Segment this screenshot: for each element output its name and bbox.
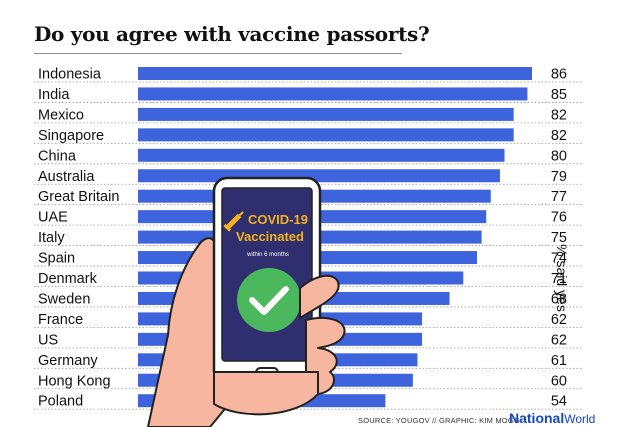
value-label: 54 [551, 394, 567, 410]
bar-australia [138, 169, 500, 183]
category-label: France [38, 312, 83, 328]
value-label: 79 [551, 169, 567, 185]
phone-heading-line2: Vaccinated [236, 229, 304, 244]
category-label: Poland [38, 394, 83, 410]
category-label: Germany [38, 353, 98, 369]
y-axis-label: % said yes [554, 244, 570, 312]
bar-mexico [138, 107, 514, 121]
bar-indonesia [138, 67, 532, 80]
brand-logo: NationalWorld [509, 410, 595, 427]
y-axis-label-wrap: % said yes [550, 228, 570, 328]
value-label: 62 [551, 332, 567, 348]
value-label: 76 [551, 210, 567, 226]
value-label: 75 [551, 230, 567, 246]
category-label: Indonesia [38, 67, 102, 83]
chart-title: Do you agree with vaccine passorts? [34, 22, 430, 46]
value-label: 74 [551, 251, 567, 267]
category-label: Italy [38, 230, 65, 246]
category-label: US [38, 332, 58, 348]
value-label: 80 [551, 148, 567, 164]
phone-illustration: COVID-19 Vaccinated within 6 months [147, 176, 346, 427]
category-label: Hong Kong [38, 373, 111, 389]
value-label: 62 [551, 312, 567, 328]
bar-india [138, 87, 528, 101]
category-label: Spain [38, 251, 75, 267]
check-icon [249, 286, 289, 315]
source-credit: SOURCE: YOUGOV // GRAPHIC: KIM MOGG [358, 416, 520, 425]
value-label: 82 [551, 107, 567, 123]
value-label: 77 [551, 189, 567, 205]
syringe-icon [223, 211, 244, 232]
check-badge [237, 268, 301, 332]
value-label: 85 [551, 87, 567, 103]
hand-palm [213, 371, 319, 416]
category-label: Singapore [38, 128, 104, 144]
brand-logo-bold: National [509, 410, 565, 426]
bar-china [138, 148, 505, 162]
category-label: Denmark [38, 271, 98, 287]
hand-thumb [299, 274, 340, 319]
category-label: Mexico [38, 107, 84, 123]
value-label: 61 [551, 353, 567, 369]
category-label: Australia [38, 169, 95, 185]
category-label: UAE [38, 210, 68, 226]
category-label: Sweden [38, 291, 90, 307]
value-label: 68 [551, 291, 567, 307]
value-label: 60 [551, 373, 567, 389]
value-label: 86 [551, 67, 567, 83]
category-label: Great Britain [38, 189, 119, 205]
phone-heading-line1: COVID-19 [248, 212, 308, 227]
hand-arm [147, 237, 225, 427]
value-label: 82 [551, 128, 567, 144]
phone-subtext: within 6 months [246, 252, 289, 258]
value-label: 71 [551, 271, 567, 287]
brand-logo-light: World [564, 412, 596, 426]
category-label: India [38, 87, 70, 103]
title-divider [34, 53, 402, 54]
bar-singapore [138, 128, 514, 142]
category-label: China [38, 148, 77, 164]
